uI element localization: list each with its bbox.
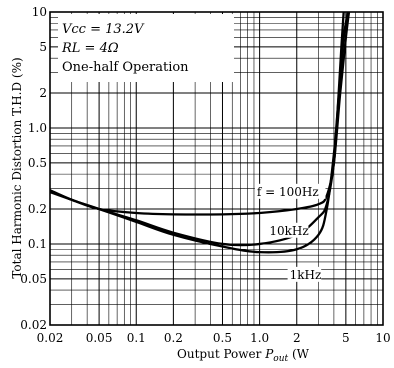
y-axis-label: Total Harmonic Distortion T.H.D (%) (10, 57, 24, 278)
y-tick-label: 5 (39, 40, 47, 54)
x-tick-label: 5 (342, 331, 350, 345)
y-tick-label: 2 (39, 86, 47, 100)
y-tick-label: 0.1 (28, 237, 47, 251)
x-axis-label-sub: out (273, 354, 288, 364)
condition-vcc: Vcc = 13.2V (62, 22, 145, 37)
x-axis-label: Output Power Pout (W (177, 347, 310, 364)
x-tick-label: 0.02 (37, 331, 64, 345)
x-axis-label-main: Output Power (177, 347, 265, 361)
y-tick-label: 0.02 (20, 318, 47, 332)
y-tick-label: 1.0 (28, 121, 47, 135)
x-tick-label: 0.2 (164, 331, 183, 345)
y-tick-label: 0.5 (28, 156, 47, 170)
y-tick-label: 10 (32, 5, 47, 19)
series-line-1khz (50, 12, 350, 254)
condition-operation: One-half Operation (62, 60, 189, 75)
annotation-10khz: 10kHz (269, 224, 308, 238)
x-tick-label: 0.1 (127, 331, 146, 345)
annotation-f-100hz: f = 100Hz (257, 185, 319, 199)
plot-frame (49, 11, 384, 326)
x-tick-label: 1.0 (250, 331, 269, 345)
series-annotations: f = 100Hz 10kHz 1kHz (254, 183, 326, 282)
x-axis-label-var: P (264, 347, 274, 361)
annotation-background (254, 183, 326, 199)
annotation-1khz: 1kHz (290, 268, 322, 282)
x-tick-labels: 0.02 0.05 0.1 0.2 0.5 1.0 2 5 10 (37, 331, 391, 345)
x-tick-label: 10 (375, 331, 390, 345)
series-layer (50, 12, 351, 254)
annotation-background (287, 266, 322, 282)
condition-rl: RL = 4Ω (61, 41, 119, 56)
x-tick-label: 2 (293, 331, 301, 345)
y-tick-label: 0.2 (28, 202, 47, 216)
x-tick-label: 0.05 (86, 331, 113, 345)
x-axis-label-unit: (W (288, 347, 309, 361)
annotation-background (267, 222, 309, 238)
y-tick-labels: 10 5 2 1.0 0.5 0.2 0.1 0.05 0.02 (20, 5, 47, 332)
y-tick-label: 0.05 (20, 272, 47, 286)
conditions-box: Vcc = 13.2V RL = 4Ω One-half Operation (58, 14, 234, 82)
x-tick-label: 0.5 (213, 331, 232, 345)
